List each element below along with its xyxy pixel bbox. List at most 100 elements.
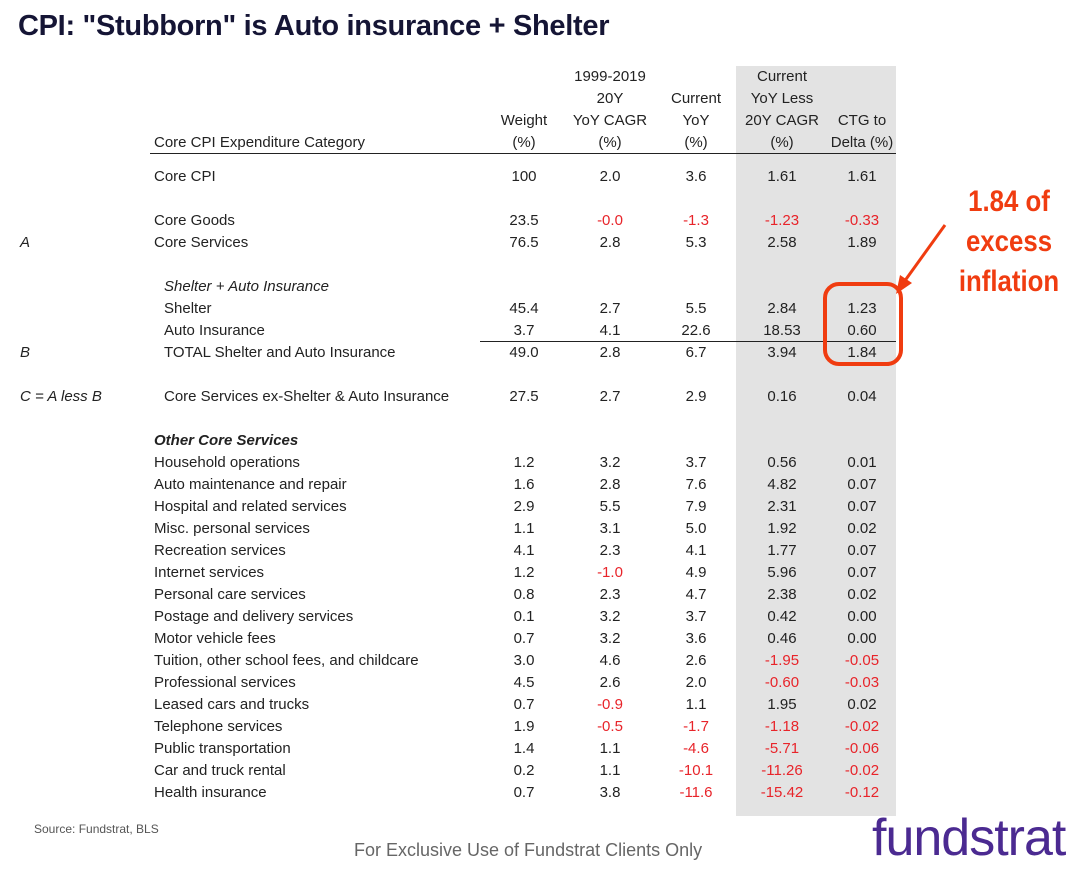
table-row: Internet services 1.2 -1.0 4.9 5.96 0.07 [0,562,1086,584]
cell-cagr: 2.7 [599,300,621,317]
cell-ctg-delta: 0.02 [847,520,877,537]
cell-weight: 45.4 [509,300,539,317]
cell-weight: 4.5 [513,674,535,691]
row-label: Household operations [154,454,300,471]
cell-current-yoy: -11.6 [679,784,713,801]
cell-ctg-delta: 0.00 [847,608,877,625]
cell-yoy-less-cagr: -1.23 [764,212,800,229]
cell-current-yoy: -1.7 [683,718,709,735]
cell-yoy-less-cagr: 2.38 [767,586,797,603]
cell-yoy-less-cagr: 1.95 [767,696,797,713]
cell-cagr: -1.0 [597,564,623,581]
cell-current-yoy: 1.1 [685,696,707,713]
row-label: Core Goods [154,212,235,229]
header-weight: Weight (%) [500,112,548,151]
cell-cagr: 1.1 [599,740,621,757]
cell-ctg-delta: 0.02 [847,586,877,603]
cell-current-yoy: 3.6 [685,630,707,647]
cell-yoy-less-cagr: -15.42 [760,784,804,801]
table-row: Misc. personal services 1.1 3.1 5.0 1.92 0.02 [0,518,1086,540]
table-row: C = A less B Core Services ex-Shelter & A… [0,386,1086,408]
row-label: Car and truck rental [154,762,286,779]
table-row: Recreation services 4.1 2.3 4.1 1.77 0.07 [0,540,1086,562]
cell-cagr: 3.8 [599,784,621,801]
cell-current-yoy: -10.1 [678,762,714,779]
cell-yoy-less-cagr: -1.18 [764,718,800,735]
highlight-box [823,282,903,366]
cell-ctg-delta: -0.05 [844,652,880,669]
cell-ctg-delta: 0.04 [847,388,877,405]
cell-ctg-delta: 0.07 [847,476,877,493]
cell-yoy-less-cagr: 3.94 [767,344,797,361]
source-note: Source: Fundstrat, BLS [34,822,159,836]
cell-cagr: 2.8 [599,476,621,493]
row-label: Health insurance [154,784,267,801]
header-category: Core CPI Expenditure Category [154,134,365,151]
cell-weight: 1.2 [513,564,535,581]
cell-current-yoy: 5.5 [685,300,707,317]
cell-weight: 0.7 [513,630,535,647]
footer-disclaimer: For Exclusive Use of Fundstrat Clients O… [354,840,703,860]
table-row: Leased cars and trucks 0.7 -0.9 1.1 1.95 0.02 [0,694,1086,716]
cell-yoy-less-cagr: -0.60 [764,674,800,691]
cell-current-yoy: 3.7 [685,608,707,625]
cell-cagr: 3.1 [599,520,621,537]
cell-weight: 0.1 [513,608,535,625]
cell-cagr: 2.6 [599,674,621,691]
cell-yoy-less-cagr: -1.95 [764,652,800,669]
cell-ctg-delta: 1.89 [847,234,877,251]
cell-weight: 1.4 [513,740,535,757]
cell-weight: 0.7 [513,696,535,713]
table-row: Shelter 45.4 2.7 5.5 2.84 1.23 [0,298,1086,320]
cell-cagr: -0.9 [597,696,623,713]
cell-ctg-delta: 1.84 [847,344,877,361]
cell-cagr: 2.3 [599,586,621,603]
row-label: Internet services [154,564,265,581]
cell-ctg-delta: -0.02 [844,718,880,735]
cell-current-yoy: 3.6 [685,168,707,185]
table-row: Core Goods 23.5 -0.0 -1.3 -1.23 -0.33 [0,210,1086,232]
cell-cagr: 5.5 [599,498,621,515]
table-row: B TOTAL Shelter and Auto Insurance 49.0 2.8… [0,342,1086,364]
cell-current-yoy: 2.9 [685,388,707,405]
cell-ctg-delta: 0.07 [847,542,877,559]
cell-weight: 1.2 [513,454,535,471]
cell-current-yoy: 4.7 [685,586,707,603]
cell-weight: 0.7 [513,784,535,801]
arrow-icon [896,224,947,294]
cell-yoy-less-cagr: 1.92 [767,520,797,537]
cell-cagr: 1.1 [599,762,621,779]
cell-cagr: 4.1 [599,322,621,339]
cell-yoy-less-cagr: 2.84 [767,300,797,317]
cell-current-yoy: 2.0 [685,674,707,691]
cell-cagr: -0.0 [597,212,623,229]
row-label: Personal care services [154,586,306,603]
cell-current-yoy: 4.1 [685,542,707,559]
cell-weight: 1.6 [513,476,535,493]
cell-weight: 1.9 [513,718,535,735]
table-row: Professional services 4.5 2.6 2.0 -0.60 -0.03 [0,672,1086,694]
table-row: Auto maintenance and repair 1.6 2.8 7.6 4.82… [0,474,1086,496]
cell-cagr: 2.8 [599,344,621,361]
row-label: Motor vehicle fees [154,630,276,647]
table-row: Personal care services 0.8 2.3 4.7 2.38 0.02 [0,584,1086,606]
cell-weight: 49.0 [509,344,539,361]
cell-ctg-delta: 1.23 [847,300,877,317]
cell-ctg-delta: -0.02 [844,762,880,779]
row-label: Leased cars and trucks [154,696,310,713]
callout-text: 1.84 of excess inflation [958,185,1060,298]
cell-yoy-less-cagr: 0.56 [767,454,797,471]
cell-weight: 76.5 [509,234,539,251]
cell-ctg-delta: 0.00 [847,630,877,647]
cell-weight: 0.2 [513,762,535,779]
row-marker: C = A less B [20,388,102,405]
cell-current-yoy: -1.3 [683,212,709,229]
cell-yoy-less-cagr: 0.42 [767,608,797,625]
header-ctg: CTG to Delta (%) [830,112,894,151]
cell-weight: 2.9 [513,498,535,515]
cell-ctg-delta: -0.33 [844,212,880,229]
row-label: Shelter + Auto Insurance [164,278,329,295]
row-label: Other Core Services [154,432,299,449]
cell-cagr: 2.7 [599,388,621,405]
cell-ctg-delta: -0.06 [844,740,880,757]
